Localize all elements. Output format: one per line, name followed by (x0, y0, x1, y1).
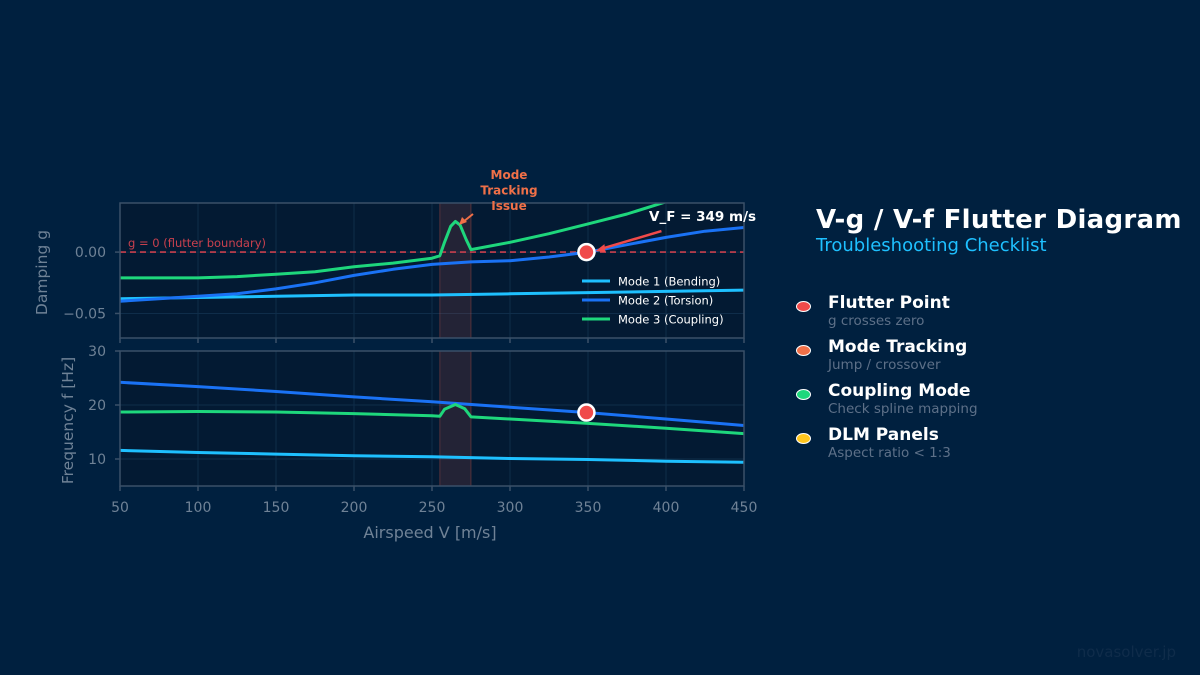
checklist-item-mode-tracking: Mode Tracking Jump / crossover (796, 337, 1200, 386)
tracking-issue-label: Issue (491, 199, 526, 213)
damping-axis-label: Damping g (33, 230, 51, 315)
y-tick-label: 0.00 (75, 245, 106, 261)
x-tick-label: 250 (419, 500, 446, 516)
damping-curve-mode-3 (120, 203, 668, 280)
x-tick-label: 350 (575, 500, 602, 516)
panel-title: V-g / V-f Flutter Diagram (816, 205, 1182, 235)
frequency-curve-mode-1 (119, 448, 745, 464)
flutter-point-label: V_F = 349 m/s (649, 209, 756, 225)
x-tick-label: 400 (653, 500, 680, 516)
tracking-issue-label: Mode (491, 168, 528, 182)
x-tick-label: 300 (497, 500, 524, 516)
status-dot-icon (796, 345, 811, 356)
checklist: Flutter Point g crosses zero Mode Tracki… (796, 293, 1200, 474)
y-tick-label: −0.05 (63, 306, 106, 322)
checklist-item-desc: Jump / crossover (828, 357, 941, 373)
tracking-issue-arrowhead (459, 217, 467, 225)
legend-label: Mode 2 (Torsion) (618, 294, 713, 308)
y-tick-label: 10 (88, 452, 106, 468)
legend-label: Mode 1 (Bending) (618, 275, 720, 289)
checklist-item-title: Flutter Point (828, 293, 950, 313)
x-axis-label: Airspeed V [m/s] (363, 523, 496, 542)
x-tick-label: 450 (731, 500, 758, 516)
tracking-issue-band (439, 350, 472, 487)
flutter-point-arrow (600, 229, 662, 251)
flutter-boundary-label: g = 0 (flutter boundary) (128, 236, 266, 250)
checklist-item-coupling-mode: Coupling Mode Check spline mapping (796, 381, 1200, 430)
status-dot-icon (796, 389, 811, 400)
flutter-point-marker (577, 242, 596, 262)
checklist-item-dlm-panels: DLM Panels Aspect ratio < 1:3 (796, 425, 1200, 474)
frequency-curve-mode-3 (119, 403, 745, 436)
flutter-point-arrowhead (595, 244, 606, 253)
status-dot-icon (796, 301, 811, 312)
panel-subtitle: Troubleshooting Checklist (816, 235, 1047, 256)
checklist-item-title: DLM Panels (828, 425, 939, 445)
x-tick-label: 100 (185, 500, 212, 516)
checklist-item-desc: Check spline mapping (828, 401, 978, 417)
checklist-item-title: Mode Tracking (828, 337, 968, 357)
legend-label: Mode 3 (Coupling) (618, 313, 724, 327)
status-dot-icon (796, 433, 811, 444)
checklist-item-title: Coupling Mode (828, 381, 971, 401)
x-tick-label: 50 (111, 500, 129, 516)
frequency-curve-mode-2 (119, 380, 745, 427)
damping-curve-mode-2 (120, 226, 744, 303)
tracking-issue-band (439, 202, 472, 339)
flutter-point-marker (577, 403, 596, 422)
side-panel: V-g / V-f Flutter Diagram Troubleshootin… (796, 205, 1200, 474)
x-tick-label: 200 (341, 500, 368, 516)
tracking-issue-label: Tracking (480, 184, 537, 198)
y-tick-label: 20 (88, 398, 106, 414)
y-tick-label: 30 (88, 344, 106, 360)
checklist-item-desc: Aspect ratio < 1:3 (828, 445, 951, 461)
damping-curve-mode-1 (120, 288, 744, 301)
checklist-item-flutter-point: Flutter Point g crosses zero (796, 293, 1200, 342)
checklist-item-desc: g crosses zero (828, 313, 925, 329)
x-tick-label: 150 (263, 500, 290, 516)
watermark: novasolver.jp (1076, 643, 1176, 661)
frequency-axis-label: Frequency f [Hz] (59, 357, 77, 484)
